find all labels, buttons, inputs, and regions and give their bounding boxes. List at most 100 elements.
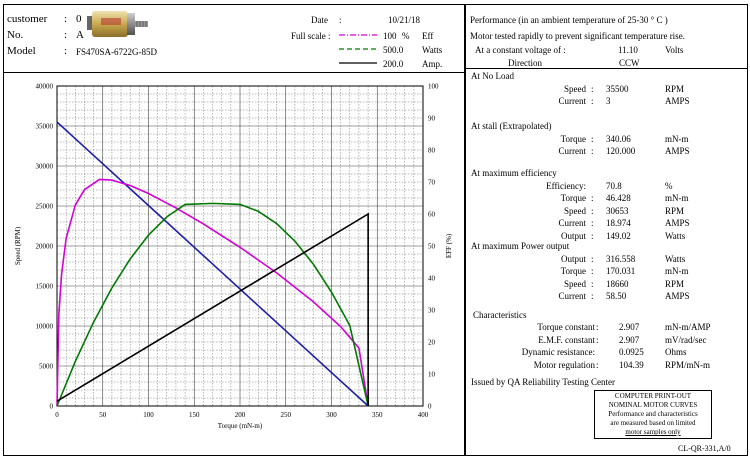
x-axis-label: Torque (mN-m) [218, 422, 263, 430]
plot-area-border [56, 85, 424, 407]
characteristics-title: Characteristics [473, 310, 527, 320]
y-tick-label: 35000 [36, 123, 54, 131]
header-divider [3, 72, 465, 73]
date-label: Date [311, 15, 328, 25]
metric-sep: : [591, 205, 594, 216]
x-tick-label: 300 [326, 411, 337, 419]
y-tick-label: 0 [50, 403, 54, 411]
right-panel-frame [465, 4, 748, 456]
metric-unit: mN-m [665, 193, 689, 204]
y2-tick-label: 0 [428, 403, 432, 411]
efficiency-curve [56, 178, 369, 407]
metric-sep: : [591, 96, 594, 107]
metric-label: Torque [560, 266, 586, 277]
metric-sep: : [591, 291, 594, 302]
section-title: At maximum efficiency [471, 168, 557, 178]
y2-tick-label: 60 [428, 211, 436, 219]
characteristic-unit: Ohms [665, 347, 687, 357]
y-tick-label: 15000 [36, 283, 54, 291]
y-tick-label: 5000 [39, 363, 54, 371]
characteristic-unit: mV/rad/sec [665, 334, 707, 345]
metric-label: Current [558, 218, 587, 229]
x-tick-label: 350 [372, 411, 383, 419]
metric-label: Current [558, 291, 587, 302]
characteristic-value: 2.907 [619, 334, 640, 345]
metric-value: 316.558 [606, 254, 636, 264]
note-line-4: are measured based on limited [610, 419, 696, 427]
metric-sep: : [591, 278, 594, 289]
metric-value: 18660 [606, 278, 629, 289]
characteristic-unit: mN-m/AMP [665, 322, 711, 332]
y2-tick-label: 70 [428, 179, 436, 187]
direction-label: Direction [508, 58, 542, 68]
section-title: At stall (Extrapolated) [471, 121, 552, 131]
metric-unit: % [665, 181, 673, 191]
metric-label: Torque [560, 193, 586, 204]
characteristic-sep: : [596, 359, 599, 370]
metric-unit: Watts [665, 254, 686, 264]
metric-value: 18.974 [606, 218, 631, 229]
characteristic-label: Motor regulation [533, 359, 595, 370]
motor-curve-chart: 0 50 100 150 200 250 300 350 4000500010000150002… [14, 83, 453, 431]
metric-unit: Watts [665, 230, 686, 241]
x-tick-label: 400 [418, 411, 429, 419]
metric-value: 58.50 [606, 291, 627, 302]
left-panel-frame [3, 4, 465, 456]
x-tick-label: 250 [281, 411, 292, 419]
metric-label: Current [558, 146, 587, 157]
metric-sep: : [591, 146, 594, 157]
metric-unit: AMPS [665, 218, 690, 229]
y-tick-label: 10000 [36, 323, 54, 331]
note-line-1: COMPUTER PRINT-OUT [614, 392, 692, 400]
computer-printout-note: COMPUTER PRINT-OUT NOMINAL MOTOR CURVES … [594, 390, 712, 439]
metric-label: Output [560, 230, 586, 241]
speed-curve [56, 121, 369, 407]
metric-sep: : [591, 266, 594, 277]
voltage-unit: Volts [665, 45, 684, 55]
metric-value: 3 [606, 96, 611, 107]
note-line-2: NOMINAL MOTOR CURVES [608, 401, 698, 409]
y2-tick-label: 20 [428, 339, 436, 347]
date-sep: : [339, 15, 342, 25]
legend-eff-name: Eff [422, 31, 434, 41]
output-power-curve [56, 202, 369, 407]
characteristic-label: Torque constant [537, 322, 595, 332]
metric-label: Speed [564, 205, 586, 216]
doc-code: CL-QR-331,A/0 [678, 444, 731, 453]
no-value: A [76, 29, 84, 41]
characteristic-sep: : [596, 334, 599, 345]
direction-divider [465, 68, 748, 69]
voltage-value: 11.10 [618, 45, 638, 55]
characteristic-sep: : [596, 322, 599, 332]
performance-subtitle: Motor tested rapidly to prevent signific… [470, 31, 685, 41]
legend-current-value: 200.0 [383, 59, 404, 69]
y2-tick-label: 40 [428, 275, 436, 283]
y-tick-label: 30000 [36, 163, 54, 171]
metric-sep: : [591, 134, 594, 144]
no-label: No. [7, 29, 24, 41]
performance-title: Performance (in an ambient temperature o… [470, 15, 668, 25]
model-sep: : [64, 45, 68, 57]
metric-unit: RPM [665, 84, 685, 94]
model-value: FS470SA-6722G-85D [76, 47, 158, 57]
metric-value: 340.06 [606, 134, 631, 144]
metric-value: 170.031 [606, 266, 636, 277]
model-label: Model [7, 45, 36, 57]
metric-label: Current [558, 96, 587, 107]
y2-tick-label: 100 [428, 83, 439, 91]
customer-value: 0 [76, 13, 82, 25]
metric-unit: RPM [665, 278, 685, 289]
y-tick-label: 25000 [36, 203, 54, 211]
issued-by: Issued by QA Reliability Testing Center [471, 377, 615, 387]
legend-swatches [339, 34, 377, 64]
date-value: 10/21/18 [388, 15, 421, 25]
customer-sep: : [64, 13, 68, 25]
characteristic-value: 2.907 [619, 322, 640, 332]
characteristic-label: E.M.F. constant [538, 334, 595, 345]
metric-unit: RPM [665, 205, 685, 216]
y2-axis-label: EFF (%) [445, 233, 453, 258]
no-sep: : [64, 29, 68, 41]
metric-unit: AMPS [665, 146, 690, 157]
legend-output-value: 500.0 [383, 45, 404, 55]
characteristic-value: 0.0925 [619, 347, 644, 357]
